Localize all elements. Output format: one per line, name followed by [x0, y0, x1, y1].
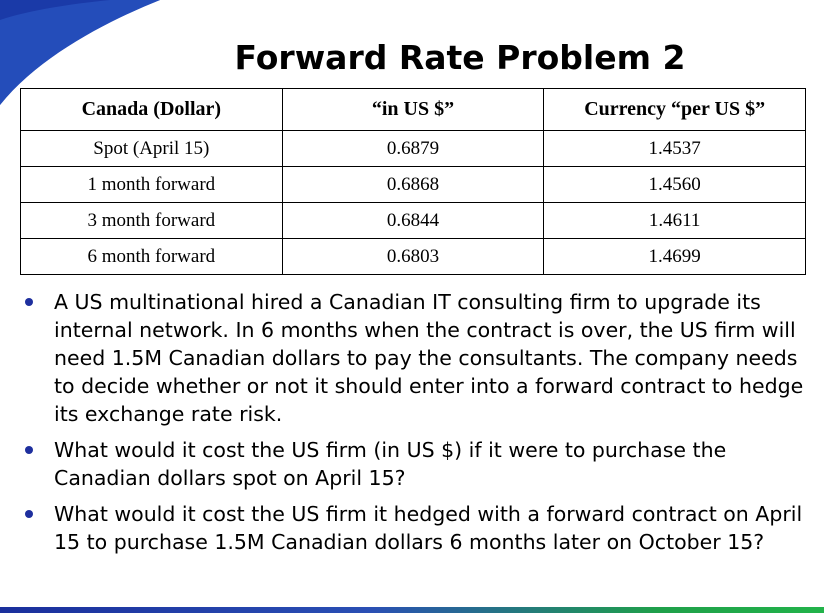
- bullet-text: What would it cost the US firm (in US $)…: [54, 438, 726, 490]
- bullet-text: A US multinational hired a Canadian IT c…: [54, 290, 803, 426]
- column-header: Currency “per US $”: [544, 89, 806, 131]
- bottom-gradient-bar: [0, 607, 824, 613]
- table-cell: 1 month forward: [21, 167, 283, 203]
- column-header: “in US $”: [282, 89, 544, 131]
- list-item: What would it cost the US firm (in US $)…: [20, 436, 810, 492]
- bullet-text: What would it cost the US firm it hedged…: [54, 502, 802, 554]
- table-cell: 1.4699: [544, 239, 806, 275]
- table-cell: 0.6803: [282, 239, 544, 275]
- slide-title: Forward Rate Problem 2: [160, 38, 760, 77]
- table-cell: 1.4560: [544, 167, 806, 203]
- table-row: Spot (April 15) 0.6879 1.4537: [21, 131, 806, 167]
- table-row: 6 month forward 0.6803 1.4699: [21, 239, 806, 275]
- column-header: Canada (Dollar): [21, 89, 283, 131]
- table-cell: 0.6868: [282, 167, 544, 203]
- bullet-dot-icon: [25, 298, 33, 306]
- table-cell: 1.4611: [544, 203, 806, 239]
- table-cell: 3 month forward: [21, 203, 283, 239]
- bullet-dot-icon: [25, 510, 33, 518]
- table-cell: 6 month forward: [21, 239, 283, 275]
- bullet-list: A US multinational hired a Canadian IT c…: [20, 288, 810, 564]
- table-row: 3 month forward 0.6844 1.4611: [21, 203, 806, 239]
- table-cell: Spot (April 15): [21, 131, 283, 167]
- table-cell: 0.6844: [282, 203, 544, 239]
- exchange-rate-table: Canada (Dollar) “in US $” Currency “per …: [20, 88, 806, 275]
- list-item: What would it cost the US firm it hedged…: [20, 500, 810, 556]
- table-cell: 1.4537: [544, 131, 806, 167]
- list-item: A US multinational hired a Canadian IT c…: [20, 288, 810, 428]
- table-row: 1 month forward 0.6868 1.4560: [21, 167, 806, 203]
- bullet-dot-icon: [25, 446, 33, 454]
- table-cell: 0.6879: [282, 131, 544, 167]
- table-header-row: Canada (Dollar) “in US $” Currency “per …: [21, 89, 806, 131]
